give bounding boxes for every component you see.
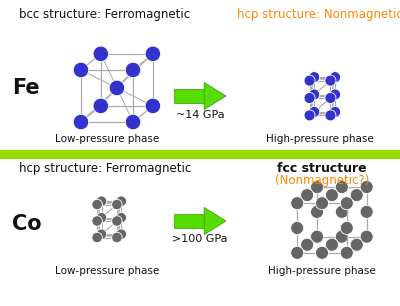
Circle shape [360, 205, 373, 218]
Text: Fe: Fe [12, 78, 40, 98]
Circle shape [340, 222, 353, 234]
Circle shape [360, 181, 373, 194]
Circle shape [330, 89, 340, 100]
Circle shape [291, 222, 304, 234]
Circle shape [96, 212, 107, 223]
Circle shape [350, 188, 363, 202]
Circle shape [291, 197, 304, 210]
FancyBboxPatch shape [174, 89, 204, 103]
Text: (Nonmagnetic?): (Nonmagnetic?) [275, 174, 369, 187]
Polygon shape [204, 82, 226, 110]
Text: Co: Co [12, 214, 42, 234]
Circle shape [112, 232, 122, 243]
Bar [0, 150, 400, 159]
Polygon shape [204, 207, 226, 235]
Circle shape [360, 230, 373, 243]
Text: hcp structure: Nonmagnetic: hcp structure: Nonmagnetic [237, 8, 400, 21]
Circle shape [125, 62, 141, 78]
Circle shape [309, 106, 320, 118]
Text: Low-pressure phase: Low-pressure phase [55, 266, 159, 276]
Circle shape [335, 181, 348, 194]
Circle shape [326, 188, 338, 202]
Circle shape [310, 181, 324, 194]
Circle shape [340, 246, 353, 259]
Text: High-pressure phase: High-pressure phase [266, 134, 374, 144]
Circle shape [325, 92, 336, 103]
Circle shape [145, 46, 161, 62]
Circle shape [330, 106, 340, 118]
Circle shape [96, 196, 107, 207]
Circle shape [93, 46, 108, 62]
Text: >100 GPa: >100 GPa [172, 234, 228, 244]
FancyBboxPatch shape [174, 214, 204, 228]
Circle shape [125, 114, 141, 130]
Circle shape [96, 229, 107, 239]
Circle shape [145, 98, 161, 114]
Circle shape [326, 238, 338, 251]
Circle shape [310, 205, 324, 218]
Circle shape [109, 80, 125, 96]
Circle shape [112, 199, 122, 210]
Circle shape [301, 238, 314, 251]
Circle shape [73, 114, 89, 130]
Circle shape [92, 232, 102, 243]
Text: ~14 GPa: ~14 GPa [176, 110, 224, 120]
Text: fcc structure: fcc structure [277, 162, 367, 175]
Circle shape [301, 188, 314, 202]
Circle shape [335, 230, 348, 243]
Circle shape [330, 72, 340, 83]
Circle shape [116, 212, 126, 223]
Circle shape [116, 229, 126, 239]
Circle shape [325, 110, 336, 121]
Circle shape [116, 196, 126, 207]
Circle shape [309, 89, 320, 100]
Circle shape [304, 92, 315, 103]
Circle shape [340, 197, 353, 210]
Circle shape [350, 238, 363, 251]
Circle shape [92, 216, 102, 226]
Circle shape [291, 246, 304, 259]
Circle shape [73, 62, 89, 78]
Circle shape [325, 75, 336, 86]
Circle shape [316, 197, 328, 210]
Circle shape [309, 72, 320, 83]
Circle shape [310, 230, 324, 243]
Text: High-pressure phase: High-pressure phase [268, 266, 376, 276]
Circle shape [92, 199, 102, 210]
Circle shape [93, 98, 108, 114]
Text: Low-pressure phase: Low-pressure phase [55, 134, 159, 144]
Circle shape [335, 205, 348, 218]
Text: hcp structure: Ferromagnetic: hcp structure: Ferromagnetic [19, 162, 191, 175]
Circle shape [112, 216, 122, 226]
Circle shape [304, 110, 315, 121]
Circle shape [316, 246, 328, 259]
Circle shape [304, 75, 315, 86]
Text: bcc structure: Ferromagnetic: bcc structure: Ferromagnetic [20, 8, 190, 21]
